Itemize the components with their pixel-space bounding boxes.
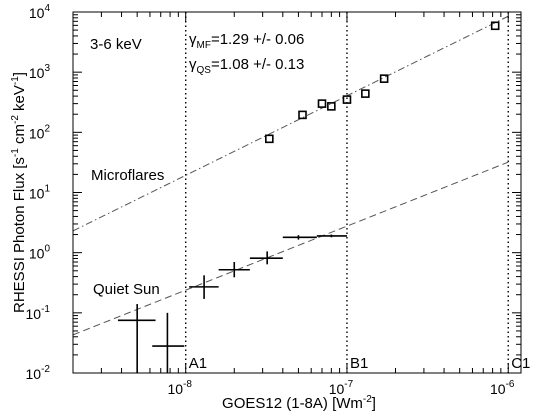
fit-symbol-mf: γ (189, 31, 197, 48)
y-tick-label: 101 (29, 184, 51, 202)
y-tick-label: 103 (29, 63, 51, 81)
y-tick-exp: 4 (44, 3, 50, 14)
y-tick-exp: 0 (44, 244, 50, 255)
y-axis-label-main: RHESSI Photon Flux [s (11, 157, 28, 313)
x-tick-exp: -6 (506, 379, 515, 390)
fit-label-microflares: γMF=1.29 +/- 0.06 (189, 31, 304, 51)
class-label-c1: C1 (511, 355, 530, 372)
microflare-point (342, 95, 352, 104)
x-axis-label-end: ] (372, 395, 376, 412)
y-tick-exp: 1 (44, 184, 50, 195)
microflare-point (298, 110, 307, 120)
fit-symbol-qs: γ (189, 56, 197, 73)
y-axis-label-sup2: -2 (10, 115, 21, 124)
y-tick-label: 102 (29, 123, 51, 141)
y-tick-base: 10 (26, 306, 42, 322)
quiet-sun-point (152, 312, 185, 373)
microflare-point (361, 89, 370, 98)
fit-value-qs: =1.08 +/- 0.13 (211, 56, 304, 73)
class-label-a1: A1 (189, 355, 207, 372)
y-tick-base: 10 (29, 125, 45, 141)
y-tick-label: 100 (29, 244, 51, 262)
quiet-sun-point (282, 235, 317, 240)
x-axis-label: GOES12 (1-8A) [Wm-2] (222, 394, 376, 412)
data-marks (117, 21, 500, 373)
class-label-b1: B1 (350, 355, 368, 372)
y-axis-label: RHESSI Photon Flux [s-1 cm-2 keV-1] (10, 72, 28, 313)
y-tick-exp: 2 (44, 123, 50, 134)
energy-band-label: 3-6 keV (90, 36, 142, 53)
quiet-sun-point (249, 251, 283, 265)
fit-line-quiet-sun (72, 161, 509, 336)
y-tick-exp: -2 (41, 364, 50, 375)
x-tick-label: 10-6 (490, 379, 515, 397)
x-tick-base: 10 (329, 381, 345, 397)
fit-label-quiet-sun: γQS=1.08 +/- 0.13 (189, 56, 304, 76)
quiet-sun-point (218, 261, 250, 278)
y-tick-exp: 3 (44, 63, 50, 74)
x-tick-exp: -7 (344, 379, 353, 390)
fit-sub-mf: MF (197, 40, 211, 51)
series-label-quiet-sun: Quiet Sun (93, 281, 160, 298)
x-axis-label-sup: -2 (363, 394, 372, 405)
y-tick-base: 10 (29, 65, 45, 81)
y-tick-label: 10-1 (26, 304, 51, 322)
x-tick-base: 10 (490, 381, 506, 397)
y-tick-base: 10 (29, 186, 45, 202)
quiet-sun-point (189, 275, 219, 299)
quiet-sun-point (316, 234, 347, 238)
series-label-microflares: Microflares (91, 167, 164, 184)
class-threshold-lines (185, 12, 509, 373)
x-tick-exp: -8 (183, 379, 192, 390)
fit-line-microflares (72, 15, 509, 232)
microflare-point (265, 134, 274, 144)
fit-value-mf: =1.29 +/- 0.06 (211, 31, 304, 48)
y-tick-base: 10 (29, 5, 45, 21)
y-axis-label-sup3: -1 (10, 76, 21, 85)
y-axis-label-sup1: -1 (10, 148, 21, 157)
fit-sub-qs: QS (197, 65, 212, 76)
y-tick-base: 10 (26, 366, 42, 382)
microflare-point (327, 102, 336, 111)
x-tick-label: 10-7 (329, 379, 354, 397)
y-axis-label-mid2: keV (11, 85, 28, 115)
x-tick-label: 10-8 (167, 379, 192, 397)
x-tick-base: 10 (167, 381, 183, 397)
y-axis-label-end: ] (11, 72, 28, 76)
y-tick-exp: -1 (41, 304, 50, 315)
y-tick-base: 10 (29, 246, 45, 262)
microflare-point (317, 99, 327, 108)
x-axis-label-main: GOES12 (1-8A) [Wm (222, 395, 363, 412)
quiet-sun-point (117, 304, 156, 373)
y-axis-label-mid1: cm (11, 124, 28, 148)
microflare-point (379, 74, 389, 83)
y-tick-label: 104 (29, 3, 51, 21)
fit-lines (72, 15, 509, 336)
microflare-point (490, 21, 500, 31)
y-tick-label: 10-2 (26, 364, 51, 382)
